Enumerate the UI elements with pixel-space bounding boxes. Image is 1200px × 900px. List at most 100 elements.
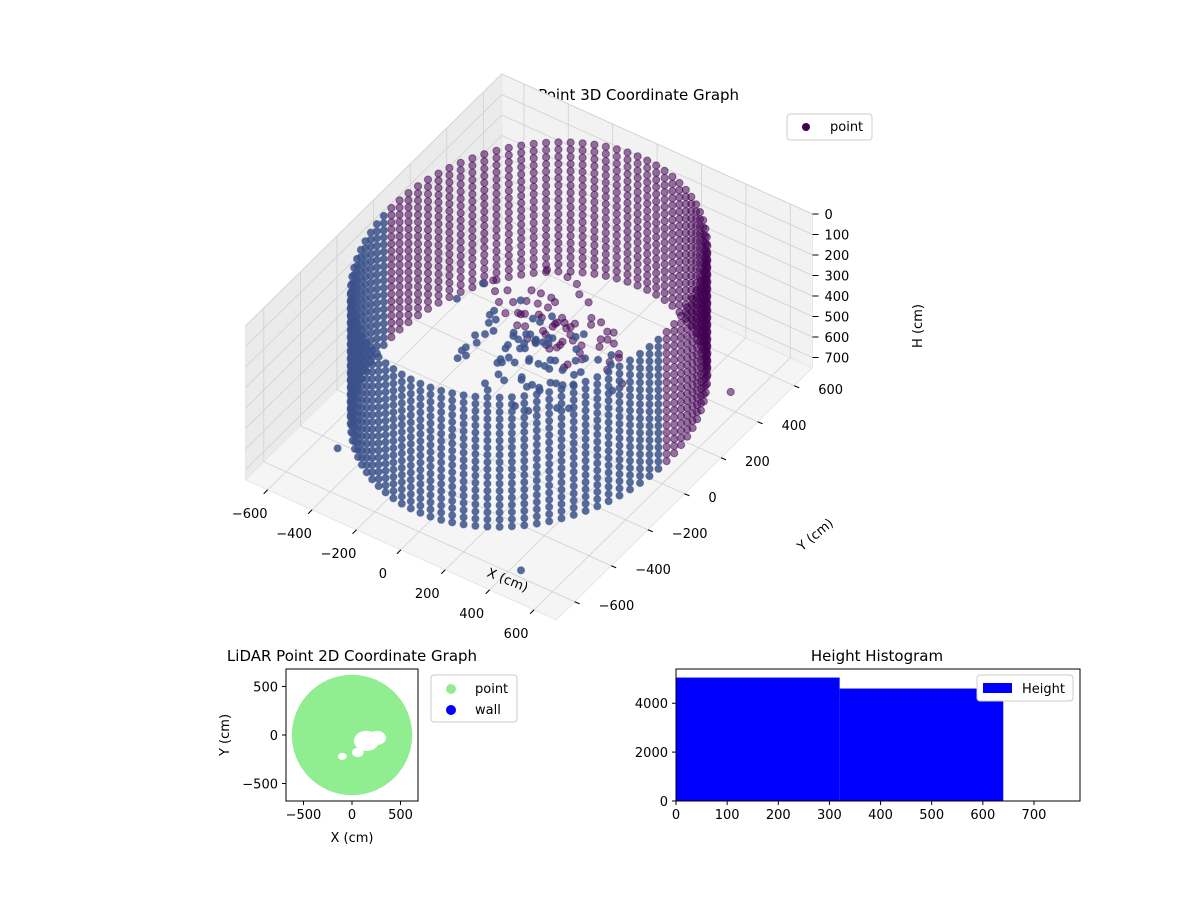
point-3d xyxy=(497,358,506,367)
point-3d xyxy=(677,354,686,363)
point-3d xyxy=(529,218,538,227)
point-3d xyxy=(495,450,504,460)
point-3d xyxy=(635,435,645,444)
point-3d xyxy=(529,175,538,184)
point-3d xyxy=(456,230,465,239)
point-3d xyxy=(535,317,545,327)
point-3d xyxy=(404,224,413,233)
x-tick-label-histogram: 0 xyxy=(672,808,680,823)
point-3d xyxy=(566,159,575,169)
point-3d xyxy=(456,223,465,232)
point-3d xyxy=(353,323,363,332)
point-3d xyxy=(662,449,671,459)
point-3d xyxy=(633,152,642,161)
point-3d xyxy=(606,360,616,369)
point-3d xyxy=(453,354,462,363)
point-3d xyxy=(635,471,645,480)
point-3d xyxy=(615,426,624,436)
point-3d xyxy=(703,241,712,250)
point-3d xyxy=(645,371,654,380)
point-3d xyxy=(604,425,613,434)
point-3d xyxy=(395,253,404,262)
point-3d xyxy=(612,260,621,269)
point-3d xyxy=(668,273,677,282)
point-3d xyxy=(652,269,661,278)
point-3d xyxy=(557,435,566,444)
point-3d xyxy=(560,318,569,327)
x-tick-3d xyxy=(440,569,446,575)
point-3d xyxy=(495,429,504,438)
point-3d xyxy=(645,407,654,416)
point-3d xyxy=(379,297,388,307)
point-3d xyxy=(633,252,642,261)
point-3d xyxy=(668,294,677,303)
point-3d xyxy=(350,315,359,324)
point-3d xyxy=(593,387,602,396)
point-3d xyxy=(397,370,406,379)
point-3d xyxy=(554,138,563,147)
point-3d xyxy=(542,160,551,169)
chart-2d: LiDAR Point 2D Coordinate Graph −500 0 500… xyxy=(218,647,518,846)
point-3d xyxy=(645,357,654,366)
point-3d xyxy=(520,506,529,515)
point-3d xyxy=(368,346,377,355)
point-3d xyxy=(623,227,632,236)
point-3d xyxy=(416,501,425,510)
point-3d xyxy=(668,187,677,196)
point-3d xyxy=(480,164,489,173)
grid-floor-x xyxy=(533,357,791,611)
point-3d xyxy=(609,339,619,348)
point-3d xyxy=(645,421,654,430)
point-3d xyxy=(397,406,406,415)
point-3d xyxy=(426,426,435,435)
point-3d xyxy=(517,198,526,208)
point-3d xyxy=(569,417,578,426)
point-3d xyxy=(379,233,388,242)
point-3d xyxy=(504,265,513,274)
y-tick-label-3d: 200 xyxy=(745,455,770,470)
point-3d xyxy=(668,280,677,289)
point-3d xyxy=(623,256,632,265)
point-3d xyxy=(643,242,652,251)
point-3d xyxy=(423,268,433,277)
point-3d xyxy=(635,478,645,488)
point-3d xyxy=(520,413,529,422)
point-3d xyxy=(623,213,632,222)
x-tick-label-histogram: 200 xyxy=(766,808,791,823)
point-3d xyxy=(374,388,383,397)
point-3d xyxy=(633,238,642,247)
point-3d xyxy=(459,491,468,500)
point-3d xyxy=(389,479,398,488)
point-3d xyxy=(696,277,706,286)
point-3d xyxy=(437,451,446,460)
point-3d xyxy=(612,173,621,183)
point-3d xyxy=(520,309,530,318)
point-3d xyxy=(545,402,554,411)
point-3d xyxy=(471,500,480,509)
point-3d xyxy=(504,172,513,181)
point-3d xyxy=(471,514,480,523)
point-3d xyxy=(612,159,621,168)
point-3d xyxy=(545,517,554,526)
point-3d xyxy=(426,462,435,471)
point-3d xyxy=(587,320,596,329)
point-3d xyxy=(434,198,443,207)
point-3d xyxy=(557,456,566,466)
point-3d xyxy=(546,378,555,387)
point-3d xyxy=(635,392,645,401)
point-3d xyxy=(459,462,468,472)
point-3d xyxy=(633,267,642,276)
point-3d xyxy=(529,139,538,148)
point-3d xyxy=(576,368,585,377)
point-3d xyxy=(468,190,477,199)
point-3d xyxy=(468,247,477,256)
point-3d xyxy=(652,254,661,263)
point-3d xyxy=(480,193,489,202)
point-3d xyxy=(379,290,388,299)
x-axis-label-2d: X (cm) xyxy=(331,831,374,846)
point-3d xyxy=(495,422,504,431)
chart-2d-title: LiDAR Point 2D Coordinate Graph xyxy=(227,647,477,665)
point-3d xyxy=(527,286,536,295)
point-3d xyxy=(569,446,578,455)
point-3d xyxy=(374,352,383,362)
